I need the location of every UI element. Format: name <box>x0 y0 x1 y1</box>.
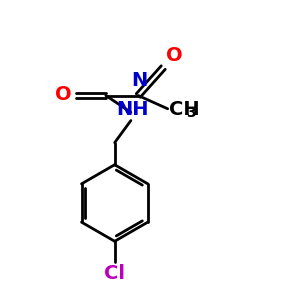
Text: NH: NH <box>116 100 148 119</box>
Text: O: O <box>166 46 183 64</box>
Text: N: N <box>132 71 148 90</box>
Text: Cl: Cl <box>104 264 125 283</box>
Text: CH: CH <box>169 100 200 119</box>
Text: 3: 3 <box>186 106 196 120</box>
Text: O: O <box>55 85 72 104</box>
